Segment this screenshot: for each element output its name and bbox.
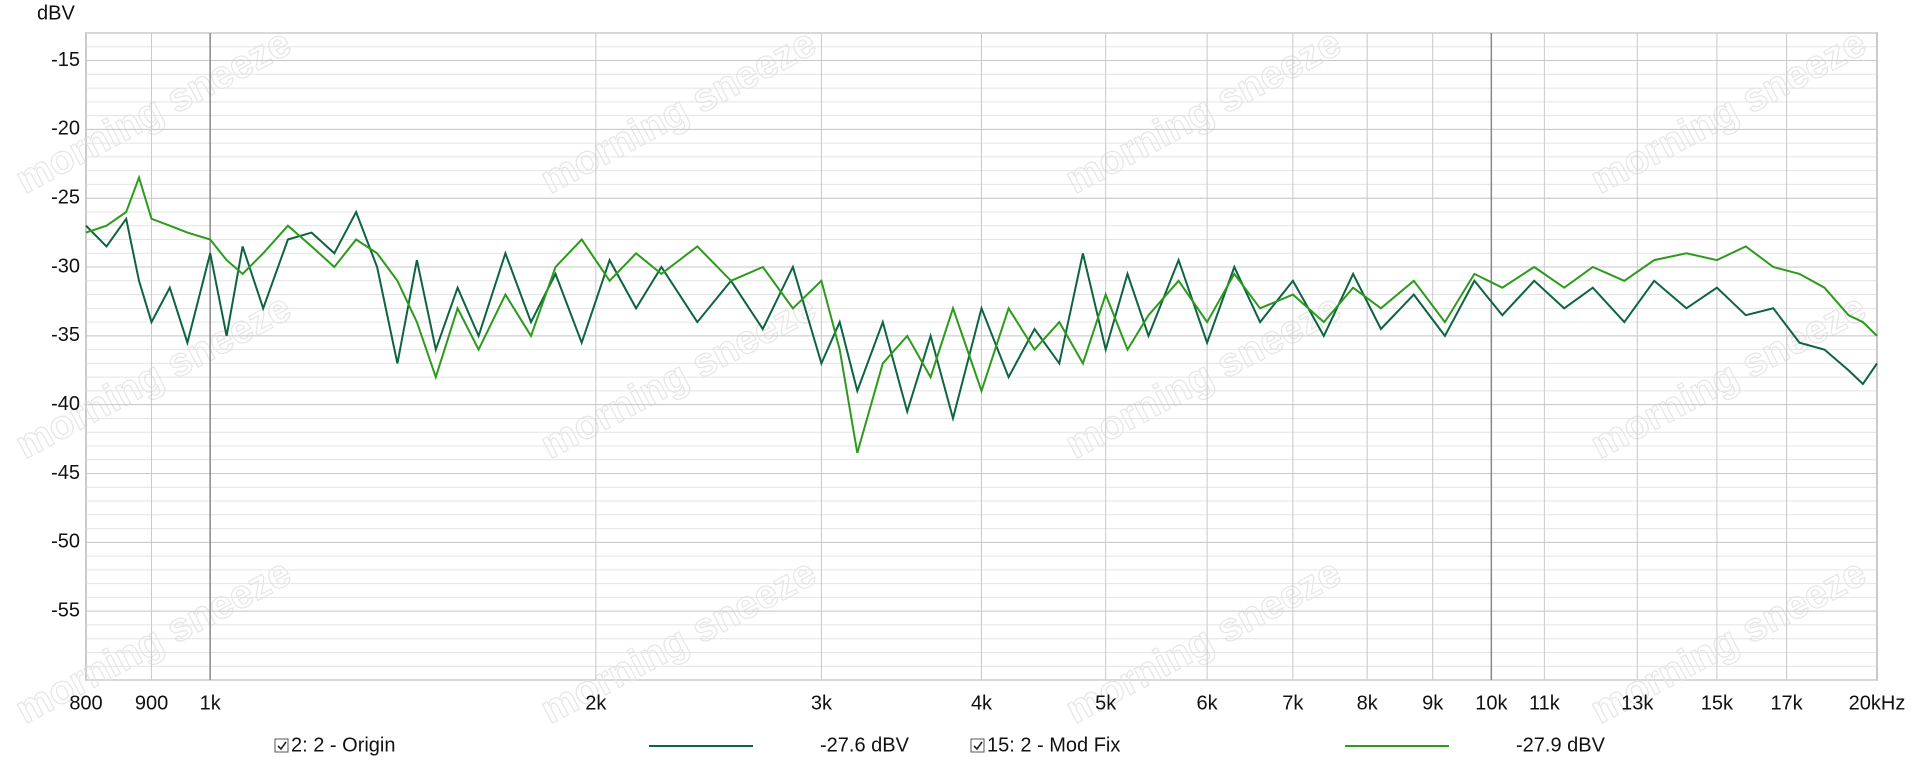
x-tick-label: 20kHz (1849, 692, 1906, 714)
y-tick-label: -45 (51, 462, 80, 484)
y-tick-label: -55 (51, 599, 80, 621)
series-line (85, 209, 1878, 423)
legend-label: 15: 2 - Mod Fix (987, 734, 1120, 756)
y-tick-label: -20 (51, 118, 80, 140)
legend-check (277, 741, 287, 751)
x-tick-label: 17k (1770, 692, 1803, 714)
legend-check (973, 741, 983, 751)
x-tick-label: 7k (1282, 692, 1304, 714)
y-tick-label: -50 (51, 531, 80, 553)
legend-checkbox[interactable] (970, 738, 985, 753)
legend-checkbox[interactable] (274, 738, 289, 753)
y-tick-label: -25 (51, 186, 80, 208)
x-tick-label: 4k (971, 692, 993, 714)
legend-value: -27.6 dBV (820, 734, 910, 756)
x-tick-label: 10k (1475, 692, 1508, 714)
x-tick-label: 13k (1621, 692, 1654, 714)
y-axis-label: dBV (37, 2, 75, 24)
x-tick-label: 9k (1422, 692, 1444, 714)
series-line (85, 174, 1878, 454)
x-tick-label: 5k (1095, 692, 1117, 714)
y-tick-label: -35 (51, 324, 80, 346)
x-tick-label: 800 (69, 692, 102, 714)
x-tick-label: 2k (585, 692, 607, 714)
x-tick-label: 6k (1197, 692, 1219, 714)
x-tick-label: 1k (200, 692, 222, 714)
x-tick-label: 3k (811, 692, 833, 714)
y-tick-label: -15 (51, 49, 80, 71)
legend-value: -27.9 dBV (1516, 734, 1606, 756)
y-tick-label: -30 (51, 255, 80, 277)
x-tick-label: 15k (1701, 692, 1734, 714)
x-tick-label: 8k (1357, 692, 1379, 714)
x-tick-label: 11k (1529, 692, 1561, 714)
x-tick-label: 900 (135, 692, 168, 714)
y-tick-label: -40 (51, 393, 80, 415)
legend-label: 2: 2 - Origin (291, 734, 395, 756)
